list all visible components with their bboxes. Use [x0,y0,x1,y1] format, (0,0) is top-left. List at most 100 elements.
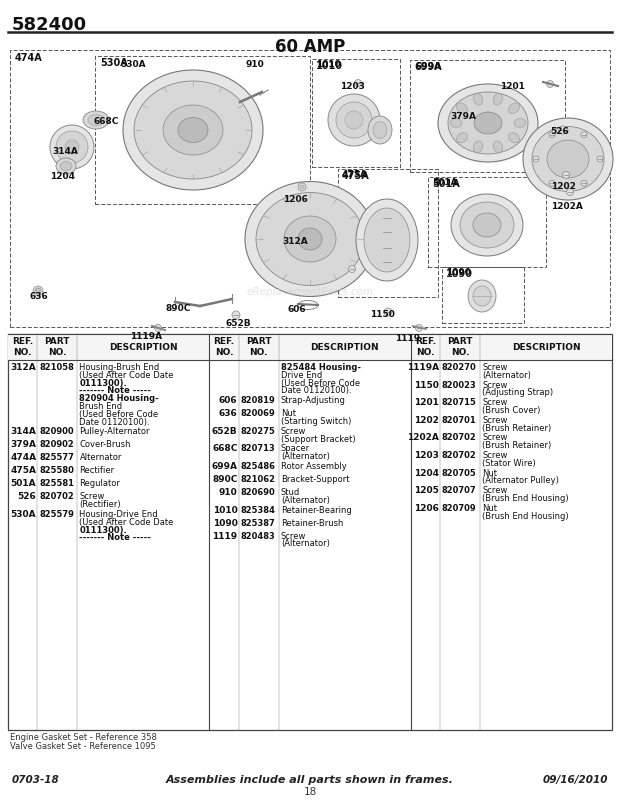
Text: 1150: 1150 [414,381,439,390]
Text: 475A: 475A [342,170,368,179]
Text: Strap-Adjusting: Strap-Adjusting [281,396,346,405]
Text: 820023: 820023 [442,381,477,390]
Ellipse shape [523,118,613,200]
Text: (Alternator): (Alternator) [281,496,330,504]
Text: 820690: 820690 [241,488,275,497]
Text: 1202A: 1202A [551,202,583,211]
Text: (Brush End Housing): (Brush End Housing) [482,512,569,520]
Text: 820705: 820705 [442,468,477,478]
Text: Retainer-Brush: Retainer-Brush [281,519,343,528]
Ellipse shape [508,132,520,143]
Text: Screw: Screw [482,381,508,390]
Ellipse shape [163,105,223,155]
Text: Alternator: Alternator [79,453,122,463]
Text: 820900: 820900 [39,427,74,436]
Text: 820819: 820819 [241,396,275,405]
Text: 890C: 890C [212,475,237,484]
Text: 820702: 820702 [442,451,477,460]
Text: 825387: 825387 [241,519,275,528]
Text: (Brush Retainer): (Brush Retainer) [482,441,551,450]
Text: 890C: 890C [165,304,190,313]
Text: DESCRIPTION: DESCRIPTION [512,342,580,351]
Ellipse shape [514,119,526,128]
Text: 1119: 1119 [213,532,237,541]
Bar [338,169,438,297]
Text: (Used After Code Date: (Used After Code Date [79,518,174,527]
Text: 820707: 820707 [442,486,477,495]
Text: 312A: 312A [11,363,36,372]
Text: 475A: 475A [342,171,370,181]
Text: (Brush Retainer): (Brush Retainer) [482,423,551,432]
Text: 1202: 1202 [414,415,439,425]
Ellipse shape [474,112,502,134]
Ellipse shape [65,140,79,154]
Text: 699A: 699A [211,462,237,471]
Text: 1202: 1202 [551,182,576,191]
Text: 820275: 820275 [241,427,275,435]
Text: 530A: 530A [120,60,146,69]
Text: 474A: 474A [10,453,36,463]
Ellipse shape [456,103,467,113]
Text: 0111300).: 0111300). [79,525,127,535]
Text: 1204: 1204 [50,172,75,181]
Text: Screw: Screw [482,486,508,495]
Text: PART
NO.: PART NO. [45,338,70,357]
Ellipse shape [123,70,263,190]
Text: 582400: 582400 [12,16,87,34]
Text: Screw: Screw [482,399,508,407]
Text: (Adjusting Strap): (Adjusting Strap) [482,388,553,398]
Text: (Alternator): (Alternator) [482,371,531,380]
Text: Nut: Nut [482,504,497,512]
Text: (Alternator): (Alternator) [281,540,330,549]
Circle shape [384,308,392,316]
Circle shape [415,325,422,331]
Ellipse shape [468,280,496,312]
Text: 501A: 501A [432,178,458,187]
Bar [8,334,612,730]
Bar [312,59,400,167]
Text: REF.
NO.: REF. NO. [415,338,436,357]
Text: 825384: 825384 [241,505,275,515]
Text: 1119A: 1119A [130,332,162,341]
Circle shape [355,79,361,87]
Text: Retainer-Bearing: Retainer-Bearing [281,505,352,515]
Text: 825580: 825580 [39,467,74,476]
Text: 825486: 825486 [241,462,275,471]
Text: 820904 Housing-: 820904 Housing- [79,395,159,403]
Text: 1202A: 1202A [407,433,439,443]
Text: 821062: 821062 [241,475,275,484]
Text: REF.
NO.: REF. NO. [12,338,33,357]
Text: ------- Note -----: ------- Note ----- [79,387,151,395]
Text: Date 01120100).: Date 01120100). [281,387,352,395]
Circle shape [546,80,554,87]
Ellipse shape [256,192,364,286]
Ellipse shape [456,132,467,143]
Text: (Used After Code Date: (Used After Code Date [79,371,174,380]
Text: 1150: 1150 [370,310,395,319]
Text: Nut: Nut [281,409,296,418]
Text: Date 01120100).: Date 01120100). [79,418,150,427]
Text: 1206: 1206 [283,195,308,204]
Ellipse shape [284,216,336,262]
Circle shape [559,126,567,134]
Text: 1010: 1010 [316,60,341,69]
Text: REF.
NO.: REF. NO. [213,338,234,357]
Ellipse shape [494,141,503,152]
Bar [442,267,524,323]
Text: 652B: 652B [212,427,237,435]
Circle shape [549,180,555,186]
Text: 18: 18 [303,787,317,797]
Ellipse shape [356,199,418,281]
Circle shape [549,132,555,138]
Text: 820069: 820069 [241,409,275,418]
Bar [410,60,565,172]
Circle shape [300,185,304,189]
Text: 526: 526 [550,127,569,136]
Text: Rotor Assembly: Rotor Assembly [281,462,347,471]
Ellipse shape [83,111,109,129]
Text: (Used Before Code: (Used Before Code [281,379,360,387]
Text: 636: 636 [30,292,49,301]
Text: (Alternator): (Alternator) [281,452,330,461]
Circle shape [232,311,240,319]
Ellipse shape [547,140,589,178]
